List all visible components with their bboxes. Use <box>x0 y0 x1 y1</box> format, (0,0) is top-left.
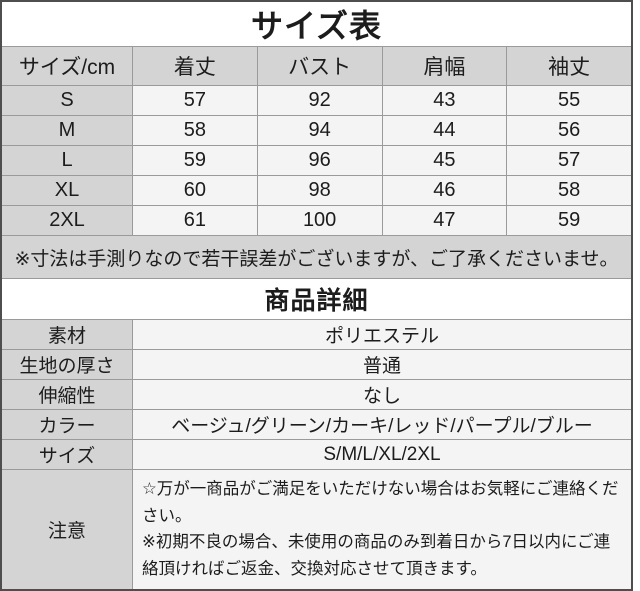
detail-label: カラー <box>2 410 132 439</box>
detail-label: サイズ <box>2 440 132 469</box>
size-name-cell: XL <box>2 176 132 205</box>
bust-value-cell: 96 <box>256 146 382 175</box>
detail-row-color: カラー ベージュ/グリーン/カーキ/レッド/パープル/ブルー <box>2 409 631 439</box>
shoulder-value-cell: 43 <box>381 86 507 115</box>
size-name-cell: 2XL <box>2 206 132 235</box>
bust-value-cell: 98 <box>256 176 382 205</box>
size-name-cell: S <box>2 86 132 115</box>
length-value-cell: 61 <box>132 206 257 235</box>
length-value-cell: 59 <box>132 146 257 175</box>
shoulder-value-cell: 46 <box>381 176 507 205</box>
sleeve-value-cell: 55 <box>506 86 631 115</box>
detail-value: なし <box>132 380 631 409</box>
detail-value: ポリエステル <box>132 320 631 349</box>
shoulder-value-cell: 47 <box>381 206 507 235</box>
length-value-cell: 58 <box>132 116 257 145</box>
size-row-l: L 59 96 45 57 <box>2 145 631 175</box>
size-row-2xl: 2XL 61 100 47 59 <box>2 205 631 235</box>
bust-value-cell: 100 <box>256 206 382 235</box>
length-value-cell: 60 <box>132 176 257 205</box>
detail-value: S/M/L/XL/2XL <box>132 440 631 469</box>
detail-row-fabric-thickness: 生地の厚さ 普通 <box>2 349 631 379</box>
shoulder-value-cell: 44 <box>381 116 507 145</box>
sleeve-value-cell: 57 <box>506 146 631 175</box>
size-table-title: サイズ表 <box>2 2 631 46</box>
measurement-note: ※寸法は手測りなので若干誤差がございますが、ご了承くださいませ。 <box>2 236 631 278</box>
size-row-xl: XL 60 98 46 58 <box>2 175 631 205</box>
detail-value: ベージュ/グリーン/カーキ/レッド/パープル/ブルー <box>132 410 631 439</box>
shoulder-value-cell: 45 <box>381 146 507 175</box>
caution-line-2: ※初期不良の場合、未使用の商品のみ到着日から7日以内にご連絡頂ければご返金、交換… <box>142 533 611 579</box>
measurement-note-row: ※寸法は手測りなので若干誤差がございますが、ご了承くださいませ。 <box>2 235 631 278</box>
detail-row-size: サイズ S/M/L/XL/2XL <box>2 439 631 469</box>
sleeve-value-cell: 58 <box>506 176 631 205</box>
size-column-header: サイズ/cm <box>2 47 132 85</box>
detail-row-stretch: 伸縮性 なし <box>2 379 631 409</box>
size-name-cell: L <box>2 146 132 175</box>
caution-line-1: ☆万が一商品がご満足をいただけない場合はお気軽にご連絡ください。 <box>142 480 619 525</box>
size-table-header-row: サイズ/cm 着丈 バスト 肩幅 袖丈 <box>2 46 631 85</box>
bust-value-cell: 94 <box>256 116 382 145</box>
shoulder-column-header: 肩幅 <box>381 47 507 85</box>
length-column-header: 着丈 <box>132 47 257 85</box>
caution-label: 注意 <box>2 470 132 589</box>
detail-row-caution: 注意 ☆万が一商品がご満足をいただけない場合はお気軽にご連絡ください。 ※初期不… <box>2 469 631 589</box>
detail-label: 素材 <box>2 320 132 349</box>
sleeve-column-header: 袖丈 <box>506 47 631 85</box>
size-table-title-row: サイズ表 <box>2 2 631 46</box>
bust-column-header: バスト <box>256 47 382 85</box>
detail-row-material: 素材 ポリエステル <box>2 319 631 349</box>
sleeve-value-cell: 59 <box>506 206 631 235</box>
sleeve-value-cell: 56 <box>506 116 631 145</box>
details-title-row: 商品詳細 <box>2 278 631 319</box>
size-name-cell: M <box>2 116 132 145</box>
size-row-s: S 57 92 43 55 <box>2 85 631 115</box>
bust-value-cell: 92 <box>256 86 382 115</box>
size-row-m: M 58 94 44 56 <box>2 115 631 145</box>
details-title: 商品詳細 <box>2 279 631 319</box>
detail-value: 普通 <box>132 350 631 379</box>
detail-label: 生地の厚さ <box>2 350 132 379</box>
caution-value: ☆万が一商品がご満足をいただけない場合はお気軽にご連絡ください。 ※初期不良の場… <box>132 470 631 589</box>
length-value-cell: 57 <box>132 86 257 115</box>
detail-label: 伸縮性 <box>2 380 132 409</box>
